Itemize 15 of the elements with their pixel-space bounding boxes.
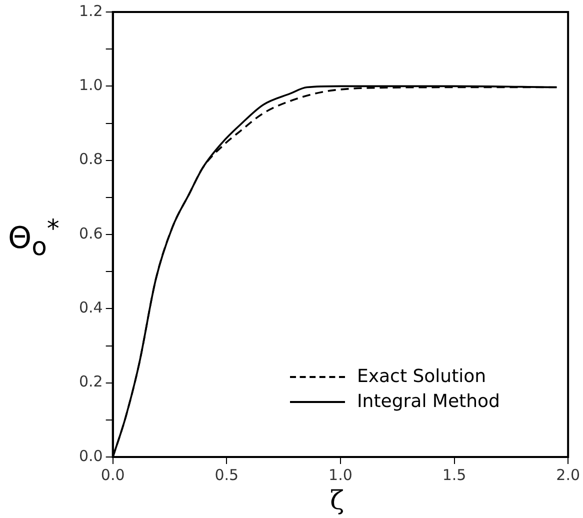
y-tick-label: 0.4 [78, 298, 103, 317]
y-tick-label: 0.0 [78, 446, 103, 465]
x-tick-label: 1.0 [328, 466, 352, 484]
x-tick-label: 0.5 [214, 466, 239, 484]
x-tick-label: 0.0 [100, 466, 125, 484]
x-axis-title: ζ [330, 486, 344, 516]
x-tick-label: 1.5 [442, 466, 466, 484]
y-tick-label: 1.2 [78, 2, 103, 20]
legend-label: Integral Method [357, 390, 500, 414]
y-tick-label: 1.0 [78, 76, 103, 94]
y-tick-label: 0.8 [78, 150, 103, 168]
y-tick-label: 0.6 [78, 224, 103, 242]
legend-label: Exact Solution [357, 365, 486, 389]
x-tick-label: 2.0 [556, 466, 580, 484]
y-tick-label: 0.2 [78, 372, 103, 391]
